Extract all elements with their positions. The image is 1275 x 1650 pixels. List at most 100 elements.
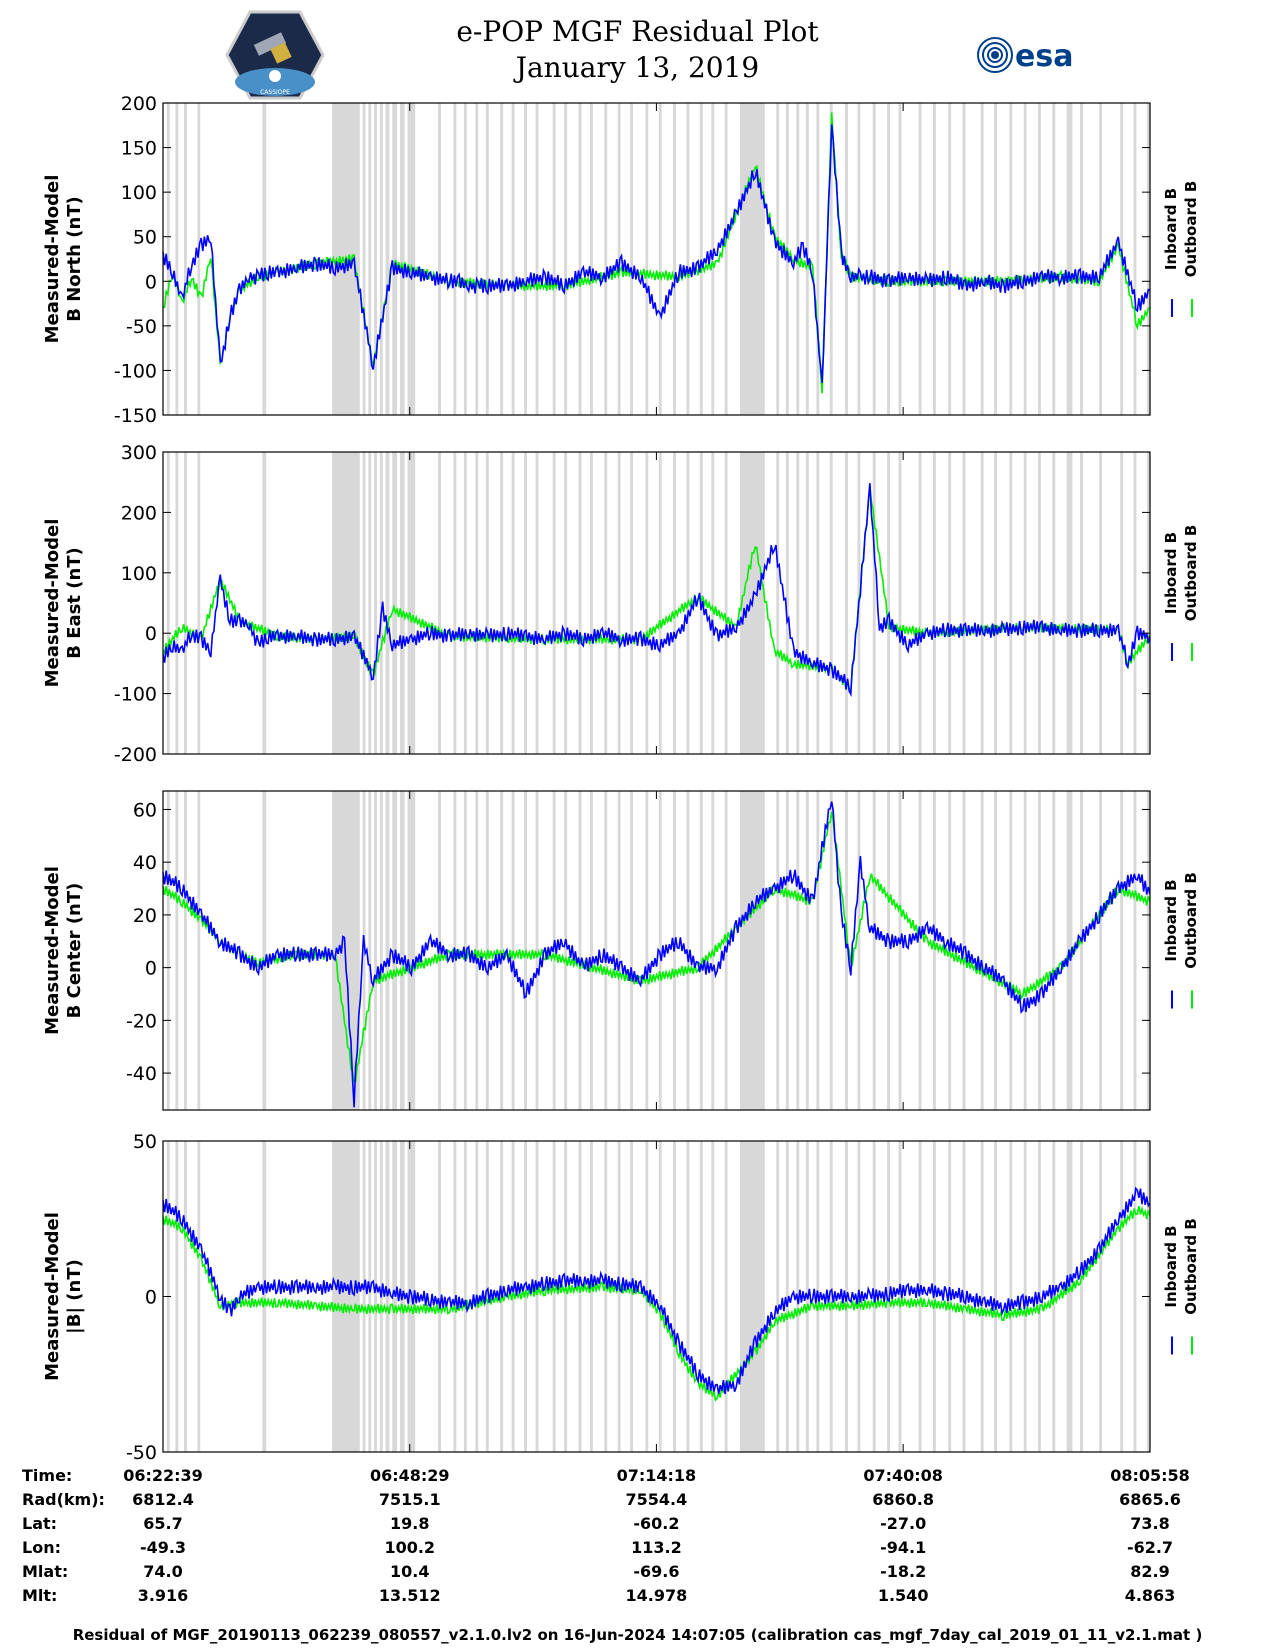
data-gap-band bbox=[184, 1141, 187, 1452]
data-gap-band bbox=[658, 452, 662, 754]
info-cell: -18.2 bbox=[880, 1562, 927, 1581]
y-tick-label: -100 bbox=[114, 684, 157, 706]
y-tick-label: 50 bbox=[133, 227, 157, 249]
info-cell: 74.0 bbox=[143, 1562, 183, 1581]
data-gap-band bbox=[1099, 1141, 1103, 1452]
data-gap-band bbox=[175, 452, 179, 754]
series-line-inboard bbox=[162, 801, 1151, 1108]
data-gap-band bbox=[617, 1141, 621, 1452]
data-gap-band bbox=[362, 452, 366, 754]
info-cell: 13.512 bbox=[378, 1586, 441, 1605]
legend-inboard-label: Inboard B bbox=[1162, 188, 1180, 270]
data-gap-band bbox=[980, 452, 984, 754]
data-gap-band bbox=[887, 791, 890, 1110]
y-tick-label: 0 bbox=[145, 1287, 157, 1309]
info-cell: 100.2 bbox=[384, 1538, 436, 1557]
data-gap-band bbox=[1023, 791, 1027, 1110]
info-row-label: Mlat: bbox=[22, 1562, 69, 1581]
data-gap-band bbox=[332, 452, 360, 754]
data-gap-band bbox=[776, 103, 780, 415]
data-gap-band bbox=[948, 103, 952, 415]
y-axis-label-line2: B North (nT) bbox=[64, 196, 85, 322]
y-tick-label: 40 bbox=[133, 852, 157, 874]
data-gap-band bbox=[535, 103, 539, 415]
data-gap-band bbox=[805, 791, 809, 1110]
data-gap-band bbox=[1080, 791, 1083, 1110]
info-cell: -94.1 bbox=[880, 1538, 927, 1557]
data-gap-band bbox=[898, 103, 902, 415]
data-gap-band bbox=[785, 452, 789, 754]
data-gap-band bbox=[590, 103, 593, 415]
data-gap-band bbox=[453, 1141, 457, 1452]
data-gap-band bbox=[658, 103, 662, 415]
data-gap-band bbox=[962, 452, 966, 754]
data-gap-band bbox=[785, 791, 789, 1110]
data-gap-band bbox=[1099, 791, 1103, 1110]
data-gap-band bbox=[535, 452, 539, 754]
data-gap-band bbox=[673, 452, 676, 754]
data-gap-band bbox=[1080, 103, 1083, 415]
data-gap-band bbox=[630, 452, 633, 754]
data-gap-band bbox=[485, 103, 489, 415]
info-cell: 65.7 bbox=[143, 1514, 183, 1533]
data-gap-band bbox=[872, 103, 876, 415]
data-gap-band bbox=[1052, 103, 1056, 415]
info-cell: 07:14:18 bbox=[616, 1466, 697, 1485]
data-gap-band bbox=[932, 452, 936, 754]
data-gap-band bbox=[686, 791, 690, 1110]
data-gap-band bbox=[1038, 452, 1041, 754]
data-gap-band bbox=[262, 1141, 267, 1452]
info-cell: 82.9 bbox=[1130, 1562, 1170, 1581]
data-gap-band bbox=[932, 103, 936, 415]
data-gap-band bbox=[438, 1141, 441, 1452]
data-gap-band bbox=[829, 452, 833, 754]
series-line-outboard bbox=[162, 485, 1150, 694]
data-gap-band bbox=[994, 103, 997, 415]
data-gap-band bbox=[724, 1141, 728, 1452]
data-gap-band bbox=[500, 103, 504, 415]
y-axis-label-line1: Measured-Model bbox=[42, 1212, 63, 1381]
data-gap-band bbox=[197, 791, 201, 1110]
data-gap-band bbox=[845, 452, 848, 754]
info-cell: 113.2 bbox=[631, 1538, 682, 1557]
data-gap-band bbox=[1133, 452, 1137, 754]
data-gap-band bbox=[385, 791, 390, 1110]
data-gap-band bbox=[857, 791, 861, 1110]
orbit-info-table: Time: Rad(km): Lat: Lon: Mlat: Mlt: 06:22:39 68… bbox=[0, 1460, 1275, 1620]
legend-outboard-label: Outboard B bbox=[1182, 872, 1200, 969]
data-gap-band bbox=[711, 1141, 715, 1452]
data-gap-band bbox=[686, 1141, 690, 1452]
legend-inboard-label: Inboard B bbox=[1162, 532, 1180, 614]
legend-outboard-label: Outboard B bbox=[1182, 525, 1200, 622]
data-gap-band bbox=[407, 452, 416, 754]
y-tick-label: 200 bbox=[121, 502, 157, 524]
data-gap-band bbox=[962, 1141, 966, 1452]
data-gap-band bbox=[1146, 791, 1150, 1110]
data-gap-band bbox=[918, 103, 922, 415]
y-tick-label: 50 bbox=[133, 1131, 157, 1153]
data-gap-band bbox=[197, 452, 201, 754]
y-tick-label: -20 bbox=[126, 1010, 157, 1032]
data-gap-band bbox=[918, 791, 922, 1110]
data-gap-band bbox=[699, 103, 703, 415]
series-line-outboard bbox=[162, 811, 1151, 1083]
data-gap-band bbox=[1120, 1141, 1124, 1452]
data-gap-band bbox=[392, 452, 398, 754]
data-gap-band bbox=[1023, 103, 1027, 415]
data-gap-band bbox=[407, 791, 416, 1110]
data-gap-band bbox=[604, 1141, 608, 1452]
data-gap-band bbox=[918, 452, 922, 754]
info-cell: 14.978 bbox=[625, 1586, 688, 1605]
plot-frame bbox=[162, 102, 1151, 416]
data-gap-band bbox=[1146, 103, 1150, 415]
data-gap-band bbox=[645, 791, 649, 1110]
data-gap-band bbox=[184, 791, 187, 1110]
info-cell: 06:48:29 bbox=[369, 1466, 450, 1485]
info-cell: -27.0 bbox=[880, 1514, 927, 1533]
data-gap-band bbox=[776, 791, 780, 1110]
data-gap-band bbox=[500, 791, 504, 1110]
data-gap-band bbox=[1146, 452, 1150, 754]
data-gap-band bbox=[898, 1141, 902, 1452]
data-gap-band bbox=[630, 103, 633, 415]
y-tick-label: -150 bbox=[114, 405, 157, 427]
